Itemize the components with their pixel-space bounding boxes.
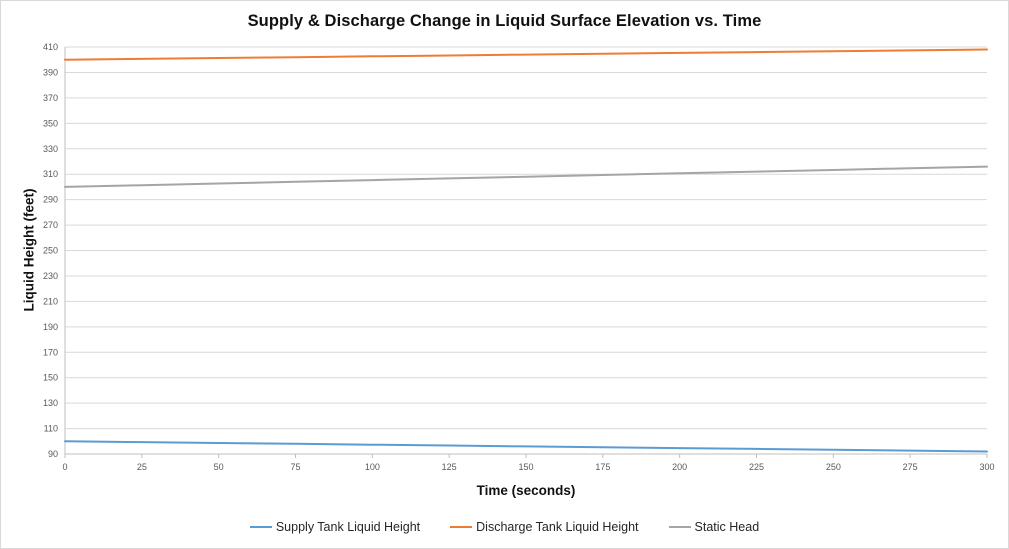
y-tick-label: 330 <box>43 144 58 154</box>
x-tick-label: 75 <box>290 462 300 472</box>
y-tick-label: 390 <box>43 67 58 77</box>
y-tick-label: 270 <box>43 220 58 230</box>
y-tick-label: 170 <box>43 347 58 357</box>
legend-item-discharge-tank-liquid-height: Discharge Tank Liquid Height <box>450 520 639 534</box>
legend-label: Discharge Tank Liquid Height <box>476 520 639 534</box>
series-line-discharge-tank-liquid-height <box>64 48 988 61</box>
legend-line-marker-icon <box>450 526 473 528</box>
x-tick-label: 300 <box>979 462 994 472</box>
x-tick-label: 275 <box>903 462 918 472</box>
legend: Supply Tank Liquid Height Discharge Tank … <box>1 520 1008 534</box>
legend-line-marker-icon <box>249 526 272 528</box>
legend-item-static-head: Static Head <box>668 520 760 534</box>
y-tick-label: 130 <box>43 398 58 408</box>
y-tick-label: 370 <box>43 93 58 103</box>
x-tick-label: 150 <box>518 462 533 472</box>
chart-title: Supply & Discharge Change in Liquid Surf… <box>247 12 762 30</box>
y-tick-label: 90 <box>48 449 58 459</box>
y-tick-label: 150 <box>43 373 58 383</box>
x-axis-title: Time (seconds) <box>476 483 576 498</box>
legend-label: Static Head <box>694 520 760 534</box>
x-tick-label: 50 <box>214 462 224 472</box>
x-tick-label: 225 <box>749 462 764 472</box>
y-tick-label: 350 <box>43 118 58 128</box>
y-tick-label: 190 <box>43 322 58 332</box>
y-tick-label: 110 <box>44 424 58 434</box>
legend-label: Supply Tank Liquid Height <box>275 520 421 534</box>
legend-item-supply-tank-liquid-height: Supply Tank Liquid Height <box>249 520 421 534</box>
y-tick-label: 410 <box>43 42 58 52</box>
x-tick-label: 200 <box>672 462 687 472</box>
x-tick-label: 175 <box>595 462 610 472</box>
y-tick-label: 310 <box>43 169 58 179</box>
y-tick-label: 250 <box>43 246 58 256</box>
legend-line-marker-icon <box>668 526 691 528</box>
y-tick-label: 290 <box>43 195 58 205</box>
series-line-static-head <box>64 165 988 188</box>
y-tick-label: 210 <box>43 296 58 306</box>
x-tick-label: 100 <box>365 462 380 472</box>
x-tick-label: 125 <box>442 462 457 472</box>
x-tick-label: 250 <box>826 462 841 472</box>
x-tick-label: 0 <box>62 462 67 472</box>
series-line-supply-tank-liquid-height <box>64 440 988 453</box>
y-axis-title: Liquid Height (feet) <box>21 188 37 312</box>
y-tick-label: 230 <box>43 271 58 281</box>
x-tick-label: 25 <box>137 462 147 472</box>
